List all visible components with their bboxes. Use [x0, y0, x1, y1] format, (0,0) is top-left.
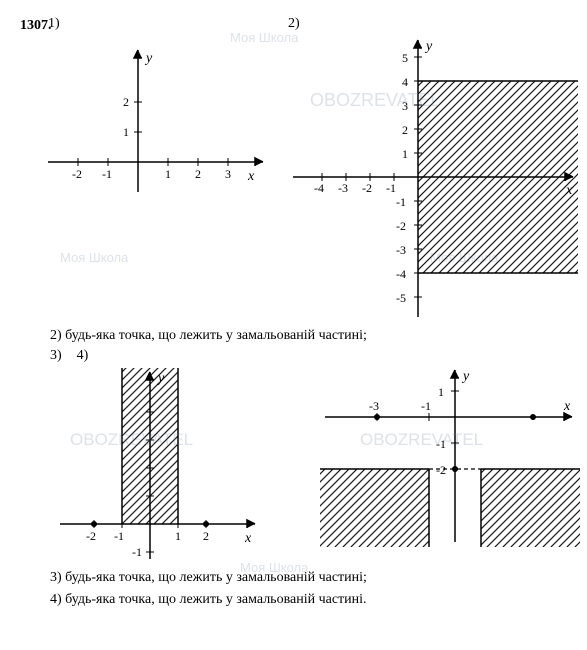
- svg-text:y: y: [461, 369, 470, 384]
- svg-text:x: x: [563, 399, 571, 414]
- svg-text:-1: -1: [132, 545, 142, 559]
- svg-text:5: 5: [402, 51, 408, 65]
- svg-text:2: 2: [123, 95, 129, 109]
- chart-3: -2 -1 1 2 -1 x y: [50, 364, 270, 564]
- svg-text:3: 3: [225, 167, 231, 181]
- svg-text:1: 1: [165, 167, 171, 181]
- svg-text:2: 2: [203, 529, 209, 543]
- part1-label: 1): [48, 16, 60, 31]
- svg-text:-2: -2: [362, 181, 372, 195]
- svg-text:-1: -1: [396, 195, 406, 209]
- svg-text:-1: -1: [421, 399, 431, 413]
- svg-text:-2: -2: [396, 219, 406, 233]
- svg-text:-1: -1: [102, 167, 112, 181]
- part4-label: 4): [77, 348, 89, 363]
- svg-text:2: 2: [402, 123, 408, 137]
- svg-text:-2: -2: [86, 529, 96, 543]
- svg-text:x: x: [244, 531, 252, 546]
- text-line-4: 4) будь-яка точка, що лежить у замальова…: [50, 592, 567, 608]
- svg-text:y: y: [424, 39, 433, 54]
- svg-text:-1: -1: [114, 529, 124, 543]
- svg-text:-1: -1: [386, 181, 396, 195]
- svg-text:2: 2: [195, 167, 201, 181]
- svg-text:y: y: [156, 371, 165, 386]
- chart-1: -2 -1 1 2 3 1 2 x y: [48, 32, 278, 212]
- svg-text:4: 4: [402, 75, 408, 89]
- text-line-2: 2) будь-яка точка, що лежить у замальова…: [50, 328, 567, 344]
- svg-text:-2: -2: [436, 463, 446, 477]
- svg-text:-1: -1: [436, 437, 446, 451]
- part2-label: 2): [288, 16, 300, 31]
- svg-text:-3: -3: [396, 243, 406, 257]
- chart-2: -4 -3 -2 -1 5 4 3 2 1 -1 -2 -3 -4 -5 x y: [288, 32, 578, 322]
- svg-text:1: 1: [175, 529, 181, 543]
- svg-text:-4: -4: [396, 267, 406, 281]
- svg-text:x: x: [247, 169, 255, 184]
- svg-text:1: 1: [123, 125, 129, 139]
- svg-text:-2: -2: [72, 167, 82, 181]
- svg-text:-5: -5: [396, 291, 406, 305]
- svg-text:-4: -4: [314, 181, 324, 195]
- svg-text:1: 1: [402, 147, 408, 161]
- svg-text:x: x: [565, 183, 573, 198]
- chart-4: -3 -1 1 -1 -2 x y: [320, 362, 580, 547]
- svg-text:y: y: [144, 51, 153, 66]
- text-line-3: 3) будь-яка точка, що лежить у замальова…: [50, 570, 567, 586]
- part3-label: 3): [50, 348, 62, 363]
- svg-text:1: 1: [438, 385, 444, 399]
- svg-text:-3: -3: [369, 399, 379, 413]
- problem-number: 1307.: [20, 18, 52, 33]
- svg-text:3: 3: [402, 99, 408, 113]
- svg-text:-3: -3: [338, 181, 348, 195]
